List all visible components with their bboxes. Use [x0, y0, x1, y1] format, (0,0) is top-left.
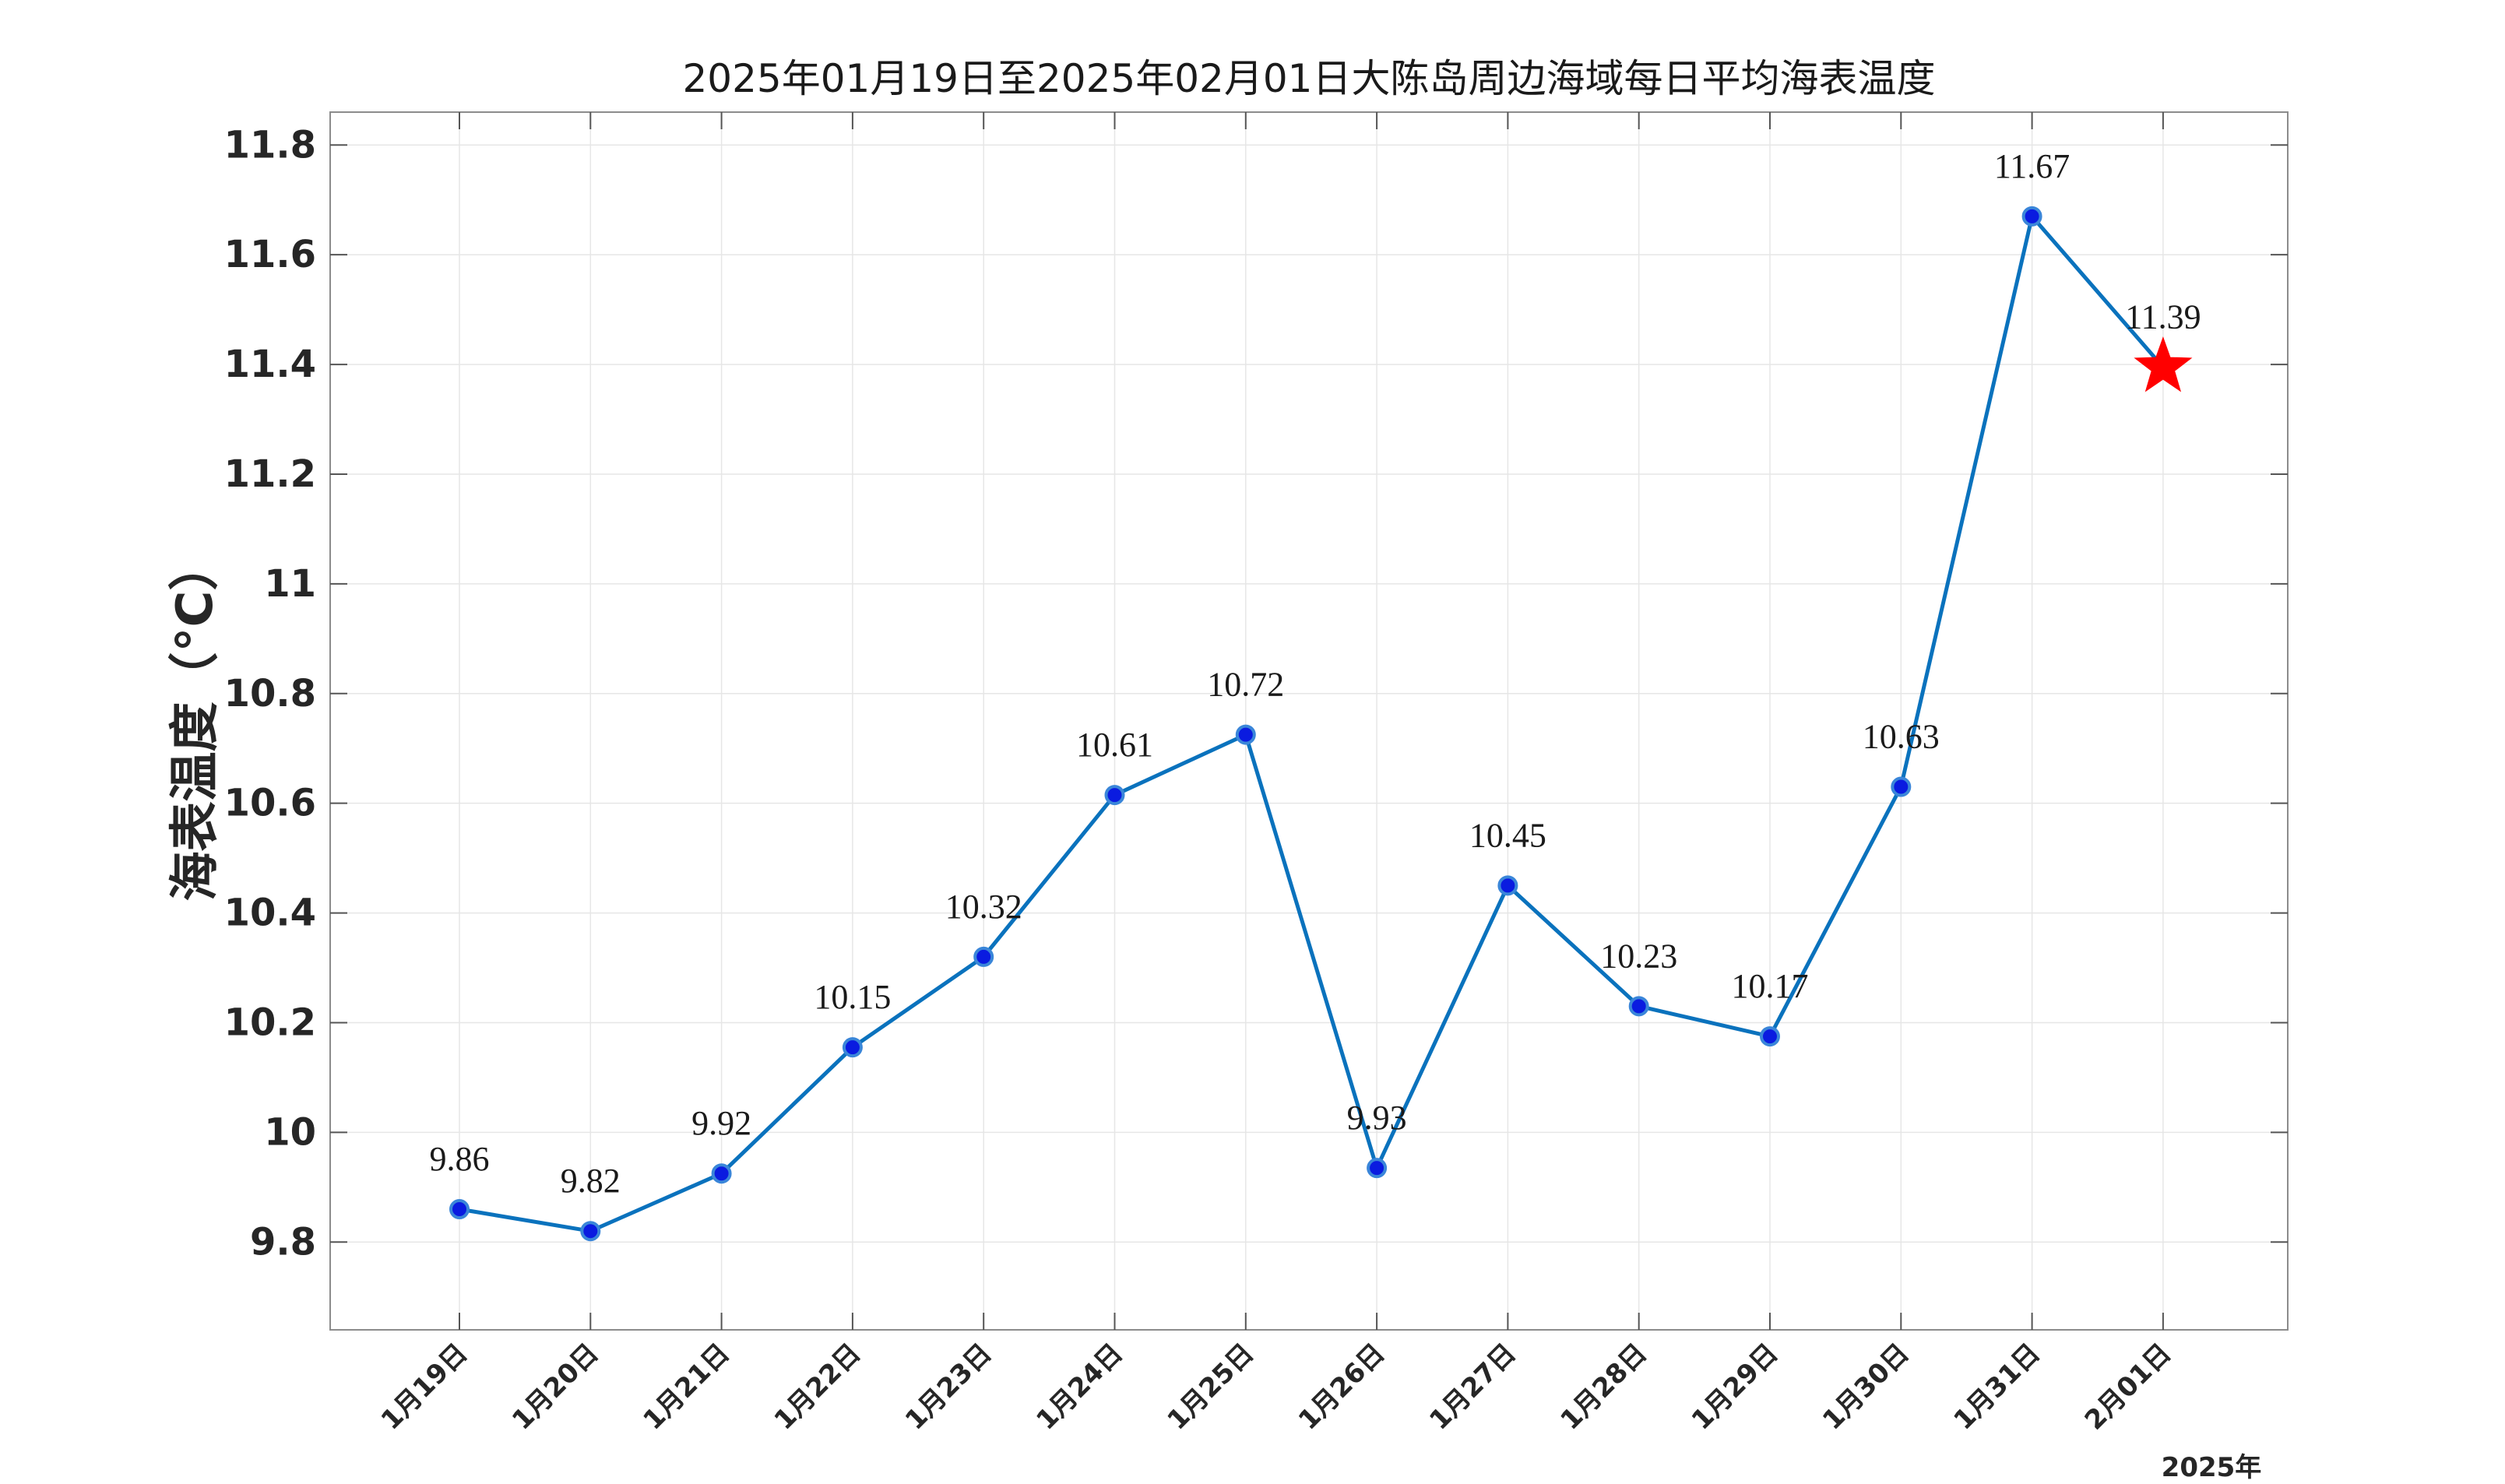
year-note: 2025年 — [2162, 1452, 2262, 1480]
data-point-marker — [449, 1199, 470, 1220]
data-label: 11.67 — [1994, 147, 2070, 185]
y-tick-label: 10.8 — [224, 672, 316, 716]
data-point-marker — [1235, 724, 1256, 745]
data-labels: 9.86 9.82 9.92 10.15 10.32 10.61 10.72 9.93 10.4… — [430, 147, 2201, 1200]
forecast-star-marker — [2134, 336, 2193, 392]
y-axis-tick-labels: 9.8 10 10.2 10.4 10.6 10.8 11 11.2 11.4 11.6 11.8 — [224, 123, 316, 1264]
grid-lines — [330, 112, 2288, 1330]
data-label: 9.82 — [561, 1162, 621, 1200]
data-point-marker — [1891, 776, 1912, 797]
x-tick-label: 1月25日 — [1162, 1338, 1261, 1437]
y-tick-label: 11.6 — [224, 233, 316, 276]
y-tick-label: 11.2 — [224, 452, 316, 496]
series-temperature — [457, 214, 2165, 1233]
x-tick-label: 1月26日 — [1293, 1338, 1391, 1437]
x-tick-label: 1月22日 — [769, 1338, 867, 1437]
data-point-marker — [1497, 875, 1518, 896]
data-label: 10.63 — [1863, 718, 1940, 756]
y-tick-label: 10.2 — [224, 1000, 316, 1044]
y-tick-label: 11.8 — [224, 123, 316, 167]
y-axis-label: 海表温度（°C） — [167, 541, 224, 902]
x-tick-label: 1月29日 — [1686, 1338, 1785, 1437]
x-tick-label: 1月28日 — [1555, 1338, 1654, 1437]
data-markers — [449, 206, 2193, 1242]
data-label: 10.15 — [814, 978, 891, 1016]
data-point-marker — [2021, 206, 2042, 227]
y-tick-label: 9.8 — [250, 1220, 316, 1264]
data-point-marker — [711, 1163, 732, 1184]
x-tick-label: 1月19日 — [375, 1338, 474, 1437]
x-axis-tick-labels: 1月19日 1月20日 1月21日 1月22日 1月23日 1月24日 1月25日 1月26日… — [375, 1338, 2177, 1437]
x-tick-label: 1月23日 — [899, 1338, 998, 1437]
y-tick-label: 11.4 — [224, 343, 316, 386]
data-point-marker — [973, 946, 994, 967]
data-label: 9.86 — [430, 1140, 490, 1178]
y-tick-label: 10 — [264, 1110, 316, 1154]
data-label: 9.93 — [1347, 1099, 1407, 1137]
data-label: 10.23 — [1600, 937, 1677, 975]
data-label: 9.92 — [691, 1104, 751, 1142]
data-point-marker — [1628, 996, 1649, 1017]
y-tick-label: 10.6 — [224, 782, 316, 825]
data-point-marker — [1760, 1026, 1780, 1047]
data-label: 10.17 — [1732, 967, 1809, 1005]
y-tick-label: 10.4 — [224, 891, 316, 935]
x-tick-label: 1月21日 — [637, 1338, 736, 1437]
plot-area-frame — [329, 111, 2289, 1331]
data-label: 10.72 — [1207, 666, 1284, 704]
x-tick-label: 1月30日 — [1817, 1338, 1916, 1437]
data-label: 10.32 — [945, 888, 1022, 926]
data-point-marker — [580, 1221, 601, 1242]
x-tick-label: 1月24日 — [1030, 1338, 1129, 1437]
y-tick-label: 11 — [264, 562, 316, 606]
x-tick-label: 1月20日 — [506, 1338, 605, 1437]
data-label: 10.45 — [1469, 816, 1546, 854]
data-point-marker — [1104, 785, 1125, 806]
x-tick-label: 2月01日 — [2079, 1338, 2178, 1437]
data-point-marker — [842, 1037, 863, 1058]
series-line — [457, 214, 2165, 1233]
x-tick-label: 1月27日 — [1423, 1338, 1522, 1437]
data-label: 10.61 — [1076, 726, 1153, 764]
data-label: 11.39 — [2125, 298, 2201, 336]
chart-title: 2025年01月19日至2025年02月01日大陈岛周边海域每日平均海表温度 — [683, 56, 1936, 101]
x-tick-label: 1月31日 — [1947, 1338, 2046, 1437]
axis-ticks — [330, 112, 2288, 1330]
data-point-marker — [1367, 1158, 1388, 1179]
